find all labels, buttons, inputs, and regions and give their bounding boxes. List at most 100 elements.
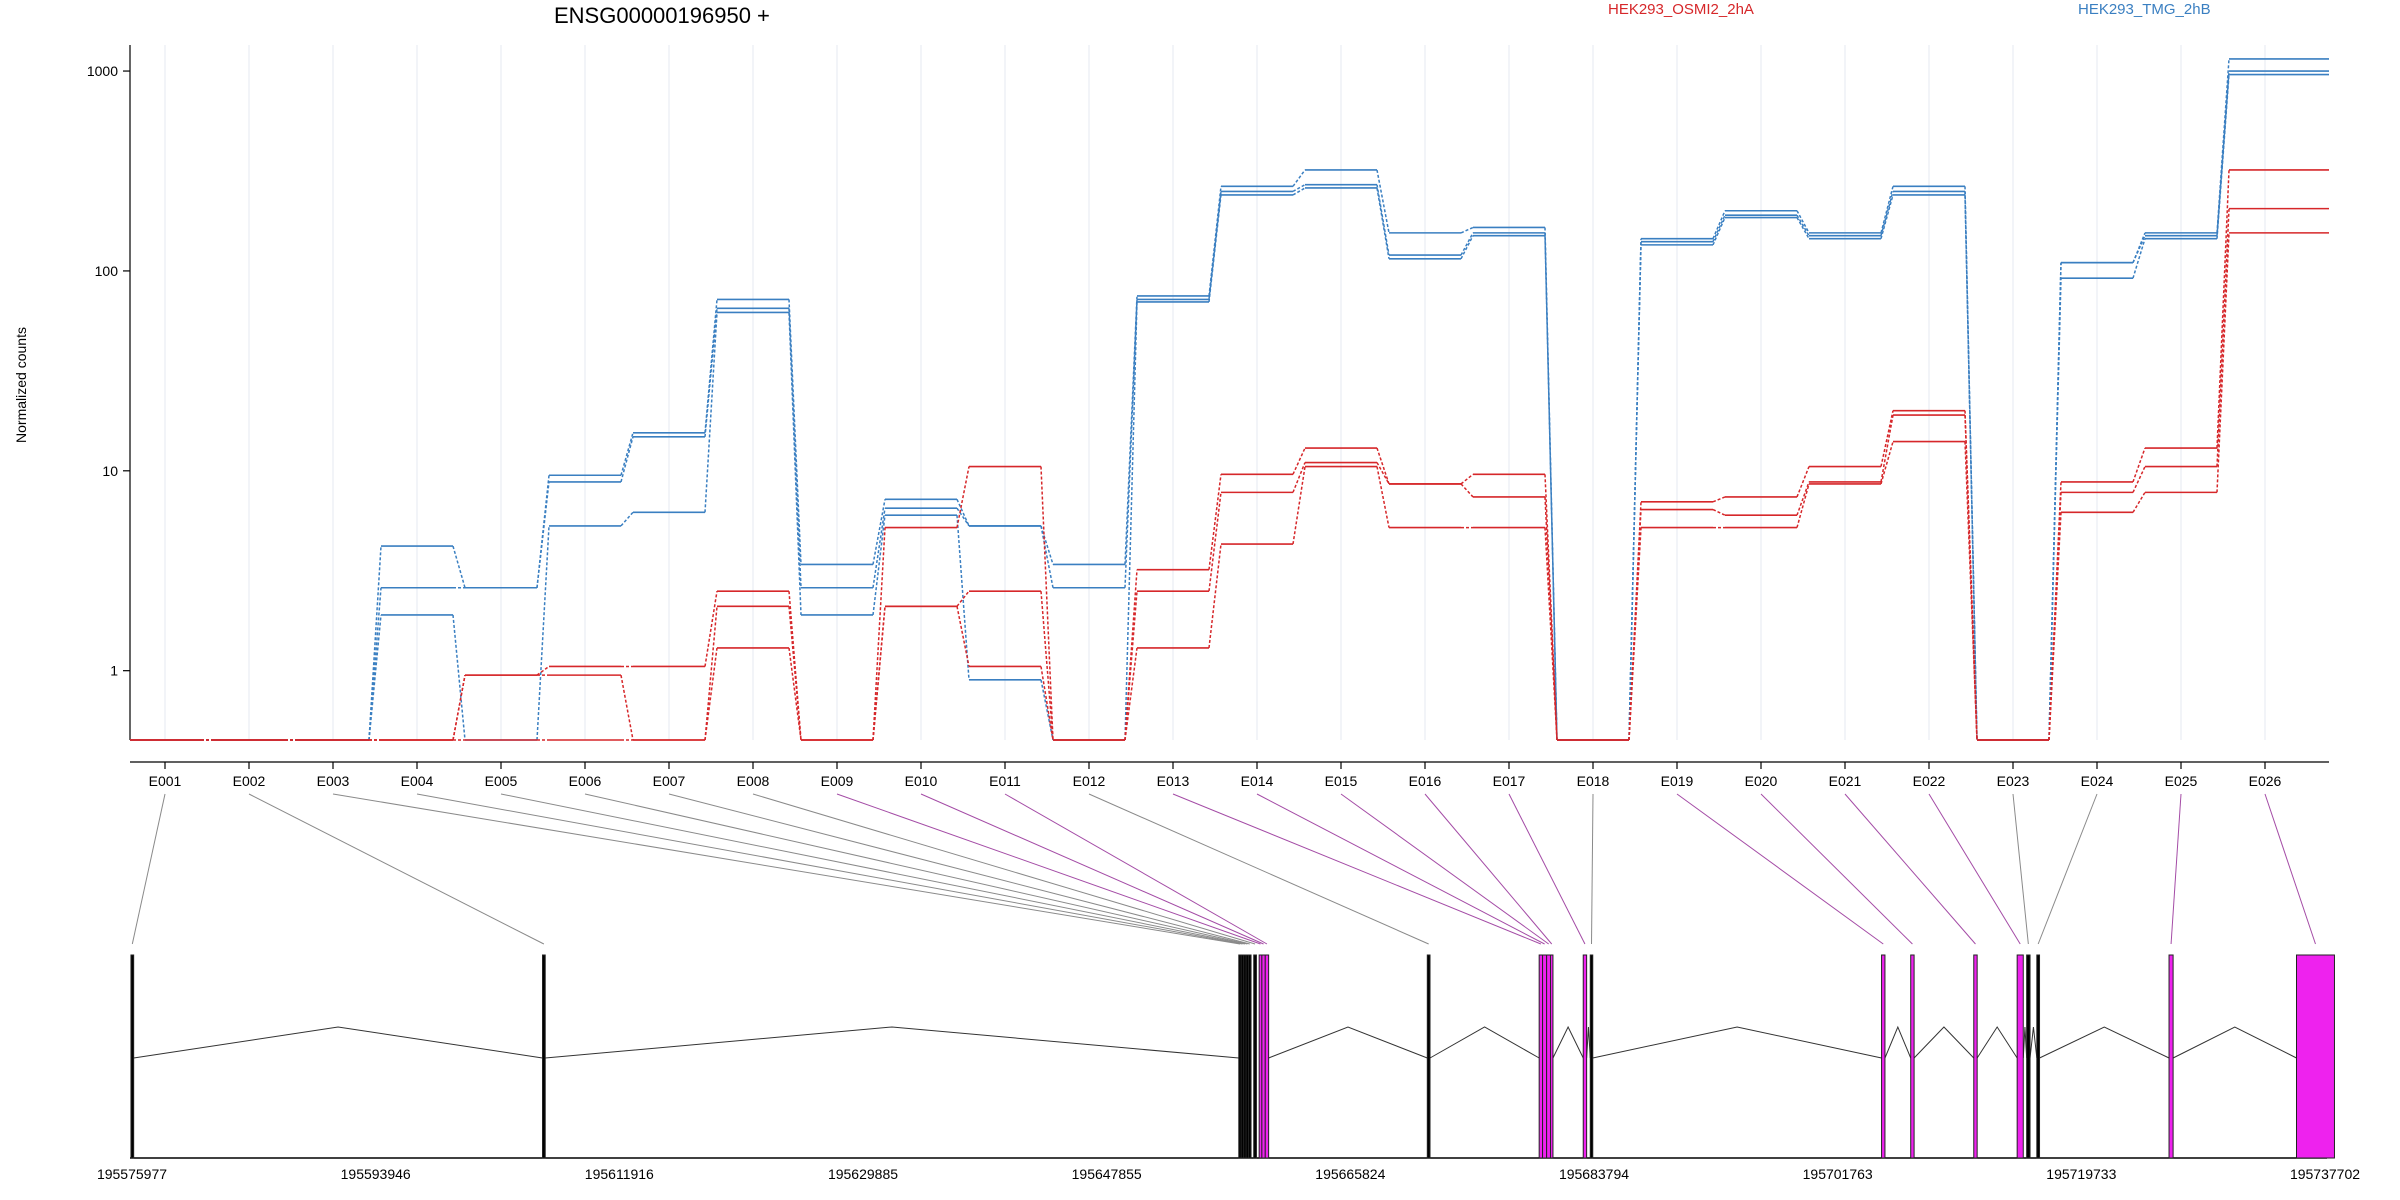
x-tick-label: E001	[149, 773, 182, 789]
series-connector	[2132, 466, 2146, 493]
exon-connector	[416, 793, 1243, 945]
series-connector	[1376, 169, 1390, 234]
series-connector	[2216, 232, 2230, 493]
genomic-tick-label: 195611916	[585, 1166, 654, 1182]
series-connector	[1712, 217, 1726, 246]
series-connector	[1460, 232, 1474, 256]
series-connector	[704, 647, 718, 741]
series-connector	[1796, 217, 1810, 240]
series-connector	[1712, 214, 1726, 243]
exon-rect	[1549, 954, 1554, 1159]
intron-arc	[1429, 1026, 1540, 1059]
exon-rect	[1538, 954, 1544, 1159]
series-connector	[452, 545, 466, 588]
intron-arc	[1552, 1025, 1584, 1059]
series-connector	[1124, 569, 1138, 741]
series-connector	[1796, 481, 1810, 516]
genomic-tick-label: 195575977	[97, 1166, 167, 1182]
exon-rect	[1248, 954, 1252, 1159]
intron-arc	[1976, 1026, 2018, 1059]
x-tick-label: E021	[1829, 773, 1862, 789]
series-connector	[1124, 299, 1138, 588]
series-connector	[1880, 410, 1894, 467]
series-connector	[1880, 186, 1894, 234]
series-connector	[536, 481, 550, 588]
genomic-tick-label: 195647855	[1072, 1166, 1142, 1182]
axes-layer: 1 10 100 1000 E001 E002 E003 E004 E005 E006 E007 E0…	[87, 45, 2329, 789]
series-connector	[1544, 232, 1558, 741]
exon-connector	[920, 793, 1264, 945]
series-connector	[2132, 447, 2146, 483]
x-tick-label: E023	[1997, 773, 2030, 789]
x-tick-label: E010	[905, 773, 938, 789]
series-2	[130, 73, 2329, 741]
exon-rect	[130, 954, 135, 1159]
series-1	[130, 70, 2329, 741]
exon-rect	[1253, 954, 1257, 1159]
series-connector	[2048, 278, 2062, 741]
series-connector	[956, 466, 970, 528]
x-tick-label: E003	[317, 773, 350, 789]
series-connector	[1124, 647, 1138, 741]
series-connector	[1544, 235, 1558, 741]
series-connector	[1208, 194, 1222, 302]
series-connector	[704, 312, 718, 513]
series-connector	[536, 665, 550, 676]
exon-connector	[1676, 793, 1884, 945]
series-connector	[1376, 187, 1390, 259]
genomic-tick-label: 195701763	[1803, 1166, 1873, 1182]
exon-connector	[248, 793, 545, 945]
exon-rect	[542, 954, 546, 1159]
series-connector	[704, 606, 718, 741]
x-tick-label: E002	[233, 773, 266, 789]
exon-rect	[1910, 954, 1915, 1159]
exon-connector	[1760, 793, 1913, 945]
y-tick-label: 1	[110, 663, 118, 679]
series-connector	[956, 507, 970, 527]
series-connector	[1712, 496, 1726, 503]
series-connector	[872, 515, 886, 616]
gene-model-layer: 195575977 195593946 195611916 195629885 1956…	[97, 954, 2360, 1182]
intron-arc	[545, 1026, 1239, 1059]
series-connector	[2132, 238, 2146, 279]
intron-arc	[2172, 1026, 2297, 1059]
series-connector	[788, 606, 802, 741]
intron-arc	[1586, 1026, 1591, 1059]
series-connector	[788, 647, 802, 741]
series-connector	[620, 511, 634, 527]
intron-arc	[1592, 1026, 1882, 1059]
series-connector	[620, 436, 634, 483]
intron-arc	[1884, 1025, 1912, 1059]
series-connector	[2216, 169, 2230, 449]
series-connector	[956, 515, 970, 680]
series-connector	[1796, 466, 1810, 498]
intron-arc	[2022, 1026, 2028, 1059]
series-connector	[1460, 483, 1474, 498]
exon-connector	[1591, 793, 1594, 945]
series-connector	[1880, 191, 1894, 236]
legend-label-osmi2: HEK293_OSMI2_2hA	[1608, 1, 1754, 18]
series-connector	[1292, 169, 1306, 187]
genomic-tick-label: 195593946	[341, 1166, 411, 1182]
exon-connector	[1256, 793, 1545, 945]
series-connector	[1040, 679, 1054, 741]
series-connector	[1208, 191, 1222, 300]
series-connector	[620, 432, 634, 476]
series-connector	[1208, 474, 1222, 570]
series-connector	[956, 606, 970, 667]
genomic-tick-label: 195629885	[828, 1166, 898, 1182]
exon-rect	[2016, 954, 2024, 1159]
series-connector	[1964, 194, 1978, 741]
series-connector	[1544, 527, 1558, 741]
series-5	[130, 232, 2329, 741]
x-tick-label: E006	[569, 773, 602, 789]
series-connector	[1292, 187, 1306, 196]
series-connector	[872, 499, 886, 565]
exon-connector	[500, 793, 1246, 945]
series-0	[130, 58, 2329, 741]
exon-rect	[1261, 954, 1266, 1159]
genomic-tick-label: 195683794	[1559, 1166, 1629, 1182]
intron-arc	[2039, 1026, 2170, 1059]
connector-layer	[131, 793, 2316, 945]
